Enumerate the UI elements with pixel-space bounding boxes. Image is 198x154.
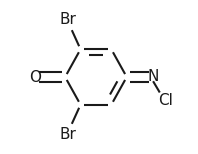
Text: N: N (148, 69, 159, 84)
Text: Br: Br (60, 12, 77, 27)
Text: Br: Br (60, 127, 77, 142)
Text: Cl: Cl (158, 93, 173, 108)
Text: O: O (29, 69, 41, 85)
